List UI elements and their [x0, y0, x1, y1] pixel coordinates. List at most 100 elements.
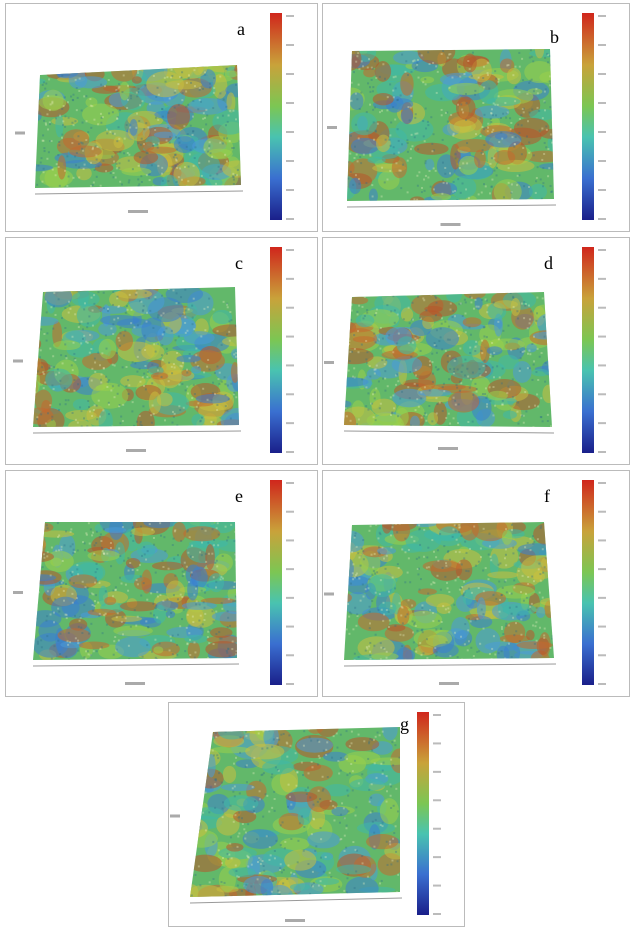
surface-grain [407, 191, 409, 193]
surface-grain [339, 839, 341, 841]
surface-grain [265, 793, 267, 795]
surface-grain [159, 594, 161, 596]
surface-grain [64, 96, 66, 98]
surface-grain [55, 117, 57, 119]
surface-grain [176, 654, 178, 656]
surface-grain [390, 863, 392, 865]
surface-grain [350, 171, 352, 173]
surface-grain [357, 552, 359, 554]
surface-grain [447, 57, 449, 59]
surface-blob [504, 622, 525, 644]
surface-grain [425, 160, 427, 162]
surface-grain [50, 574, 52, 576]
scale-tag [285, 919, 305, 922]
surface-grain [423, 135, 425, 137]
surface-grain [139, 104, 141, 106]
surface-grain [122, 526, 124, 528]
surface-grain [498, 95, 500, 97]
surface-grain [76, 564, 78, 566]
surface-grain [398, 140, 400, 142]
surface-grain [241, 890, 243, 892]
surface-grain [539, 592, 541, 594]
surface-grain [505, 579, 507, 581]
surface-grain [133, 326, 135, 328]
surface-grain [362, 550, 364, 552]
surface-grain [274, 810, 276, 812]
surface-grain [259, 798, 261, 800]
surface-grain [275, 766, 277, 768]
surface-grain [143, 582, 145, 584]
surface-grain [128, 384, 130, 386]
surface-grain [462, 111, 464, 113]
surface-grain [442, 139, 444, 141]
surface-grain [480, 350, 482, 352]
surface-grain [508, 182, 510, 184]
surface-grain [354, 537, 356, 539]
surface-grain [217, 757, 219, 759]
surface-grain [215, 586, 217, 588]
surface-grain [208, 145, 210, 147]
surface-grain [187, 392, 189, 394]
surface-grain [551, 191, 553, 193]
surface-grain [62, 580, 64, 582]
surface-grain [414, 117, 416, 119]
colorbar [582, 13, 594, 220]
surface-grain [497, 321, 499, 323]
surface-grain [346, 730, 348, 732]
surface-grain [236, 875, 238, 877]
surface-grain [395, 384, 397, 386]
surface-grain [500, 117, 502, 119]
colorbar-tick [286, 278, 294, 280]
surface-grain [440, 336, 442, 338]
surface-grain [245, 884, 247, 886]
surface-grain [483, 628, 485, 630]
colorbar-tick [286, 393, 294, 395]
surface-grain [237, 885, 239, 887]
surface-grain [223, 99, 225, 101]
surface-grain [168, 380, 170, 382]
surface-grain [199, 89, 201, 91]
surface-grain [373, 139, 375, 141]
colorbar-tick [598, 539, 606, 541]
surface-grain [192, 134, 194, 136]
surface-grain [487, 304, 489, 306]
surface-grain [123, 560, 125, 562]
surface-grain [352, 184, 354, 186]
surface-grain [58, 166, 60, 168]
surface-grain [226, 410, 228, 412]
surface-grain [355, 532, 357, 534]
surface-grain [373, 416, 375, 418]
surface-grain [527, 576, 529, 578]
surface-grain [93, 303, 95, 305]
surface-blob [115, 637, 150, 657]
surface-grain [357, 52, 359, 54]
surface-grain [543, 316, 545, 318]
surface-grain [303, 730, 305, 732]
surface-grain [198, 366, 200, 368]
surface-grain [50, 103, 52, 105]
surface-grain [442, 386, 444, 388]
surface-grain [191, 397, 193, 399]
surface-grain [67, 399, 69, 401]
surface-grain [143, 128, 145, 130]
surface-grain [355, 625, 357, 627]
surface-grain [272, 880, 274, 882]
surface-grain [52, 355, 54, 357]
surface-grain [368, 578, 370, 580]
colorbar-tick [598, 626, 606, 628]
surface-grain [367, 392, 369, 394]
surface-grain [424, 190, 426, 192]
surface-grain [356, 98, 358, 100]
surface-grain [502, 368, 504, 370]
surface-grain [333, 735, 335, 737]
surface-grain [66, 617, 68, 619]
surface-grain [445, 565, 447, 567]
surface-grain [466, 102, 468, 104]
surface-grain [78, 176, 80, 178]
surface-grain [303, 850, 305, 852]
surface-grain [76, 597, 78, 599]
surface-grain [372, 566, 374, 568]
surface-grain [464, 541, 466, 543]
surface-grain [418, 171, 420, 173]
surface-grain [455, 530, 457, 532]
